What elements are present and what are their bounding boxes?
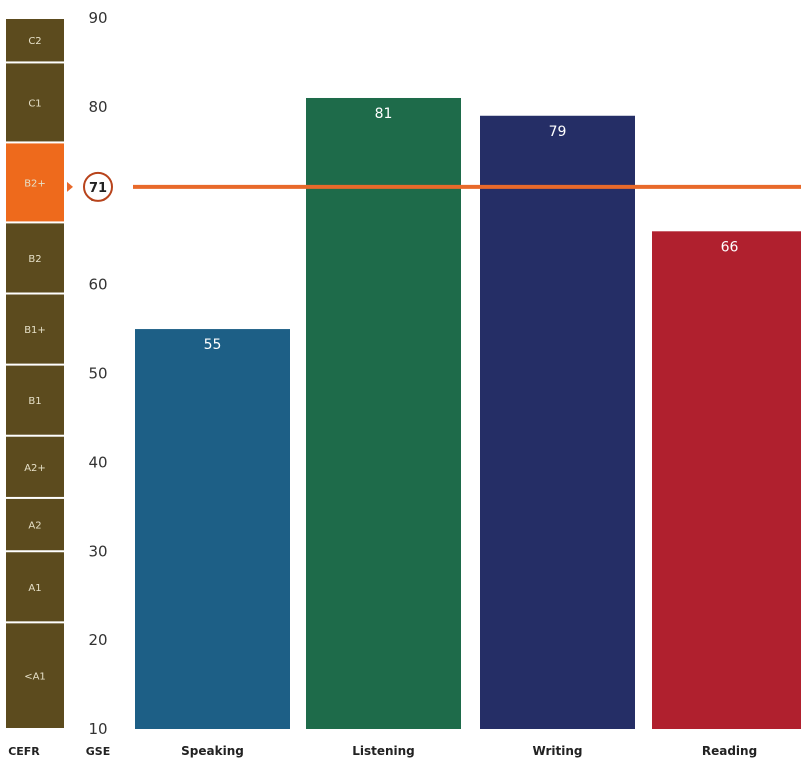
cefr-band-label: B2+ <box>24 178 46 189</box>
bar-listening <box>306 97 461 730</box>
overall-score-marker: 71 <box>67 171 801 202</box>
bar-value-label: 79 <box>549 124 567 140</box>
bar-reading <box>652 231 801 730</box>
cefr-band-7 <box>6 143 64 222</box>
bar-speaking <box>135 329 290 729</box>
gse-tick-label: 10 <box>88 720 107 738</box>
cefr-band-label: A2+ <box>24 463 46 474</box>
cefr-band-label: B2 <box>28 254 41 265</box>
cefr-band-label: A1 <box>28 583 41 594</box>
category-label: Reading <box>702 744 757 758</box>
gse-axis: 102030405060708090 <box>88 9 107 738</box>
cefr-band-6 <box>6 223 64 293</box>
cefr-band-label: A2 <box>28 521 41 532</box>
cefr-band-9 <box>6 19 64 62</box>
cefr-band-label: C2 <box>28 36 41 47</box>
category-axis: Speaking Listening Writing Reading <box>181 744 757 758</box>
cefr-band-2 <box>6 498 64 551</box>
marker-pointer-icon <box>67 181 73 192</box>
category-label: Listening <box>352 744 415 758</box>
cefr-band-8 <box>6 63 64 142</box>
gse-tick-label: 80 <box>88 98 107 116</box>
cefr-band-3 <box>6 436 64 497</box>
bar-value-label: 81 <box>375 106 393 122</box>
gse-tick-label: 20 <box>88 631 107 649</box>
bar-value-label: 66 <box>721 239 739 255</box>
gse-axis-title: GSE <box>86 745 110 758</box>
bar-value-label: 55 <box>204 337 222 353</box>
bars: 55 81 79 66 <box>135 97 801 730</box>
bar-writing <box>480 115 635 729</box>
cefr-scale: <A1 A1 A2 A2+ B1 B1+ B2 B2+ C1 C2 <box>6 19 64 728</box>
overall-score-value: 71 <box>89 181 107 196</box>
cefr-band-0 <box>6 623 64 728</box>
cefr-axis-title: CEFR <box>8 745 40 758</box>
cefr-band-5 <box>6 294 64 364</box>
gse-tick-label: 40 <box>88 453 107 471</box>
cefr-band-label: <A1 <box>24 672 46 683</box>
cefr-band-label: C1 <box>28 98 41 109</box>
gse-tick-label: 90 <box>88 9 107 27</box>
gse-tick-label: 60 <box>88 276 107 294</box>
gse-tick-label: 50 <box>88 365 107 383</box>
cefr-band-4 <box>6 365 64 435</box>
cefr-band-label: B1 <box>28 396 41 407</box>
overall-score-badge <box>83 171 113 202</box>
category-label: Speaking <box>181 744 244 758</box>
cefr-band-label: B1+ <box>24 325 46 336</box>
category-label: Writing <box>532 744 582 758</box>
cefr-band-1 <box>6 552 64 622</box>
gse-tick-label: 30 <box>88 542 107 560</box>
